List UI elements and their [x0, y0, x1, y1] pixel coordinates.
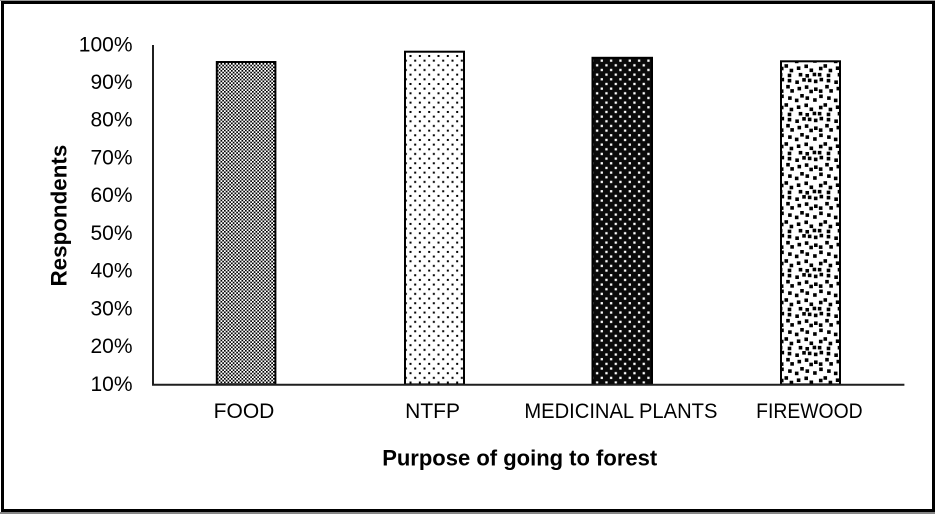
svg-text:50%: 50% [90, 222, 132, 245]
svg-text:10%: 10% [90, 373, 132, 396]
svg-text:20%: 20% [90, 335, 132, 358]
svg-text:80%: 80% [90, 109, 132, 132]
svg-text:NTFP: NTFP [405, 400, 460, 423]
svg-text:Respondents: Respondents [46, 145, 71, 287]
svg-text:40%: 40% [90, 260, 132, 283]
svg-text:70%: 70% [90, 147, 132, 170]
svg-text:Purpose of going to forest: Purpose of going to forest [382, 445, 658, 470]
svg-text:MEDICINAL PLANTS: MEDICINAL PLANTS [524, 400, 717, 423]
svg-text:60%: 60% [90, 184, 132, 207]
svg-text:90%: 90% [90, 71, 132, 94]
svg-text:FIREWOOD: FIREWOOD [756, 400, 863, 423]
svg-text:100%: 100% [79, 33, 133, 56]
svg-text:FOOD: FOOD [214, 400, 275, 423]
svg-text:30%: 30% [90, 297, 132, 320]
